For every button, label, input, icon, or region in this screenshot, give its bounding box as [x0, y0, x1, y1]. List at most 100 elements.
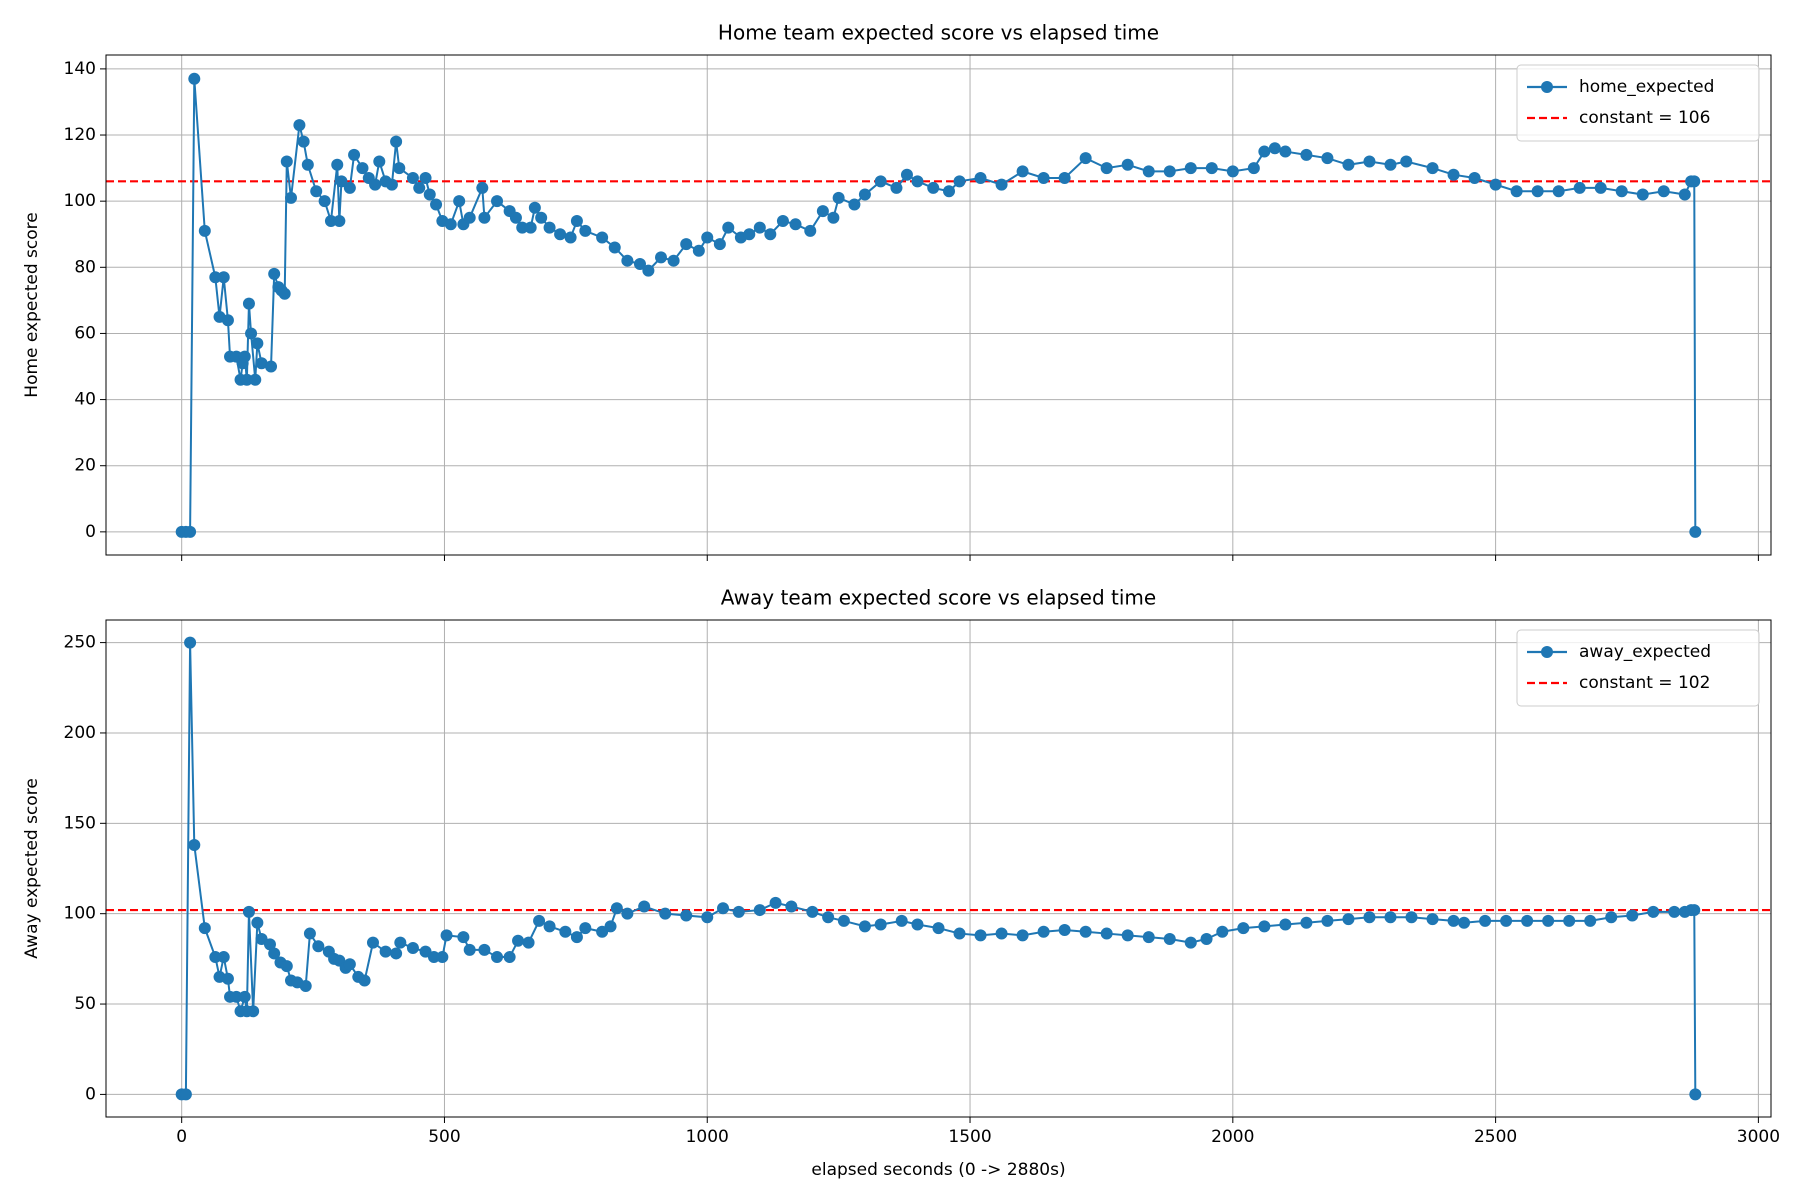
marker: [423, 188, 436, 201]
marker: [188, 72, 201, 85]
marker: [393, 162, 406, 175]
marker: [543, 221, 556, 234]
marker: [318, 195, 331, 208]
marker: [1016, 929, 1029, 942]
marker: [659, 907, 672, 920]
marker: [1363, 155, 1376, 168]
marker: [324, 215, 337, 228]
marker: [564, 231, 577, 244]
marker: [453, 195, 466, 208]
marker: [1458, 916, 1471, 929]
marker: [604, 920, 617, 933]
marker: [230, 990, 243, 1003]
marker: [512, 934, 525, 947]
marker: [655, 251, 667, 264]
marker: [837, 914, 850, 927]
marker: [1058, 172, 1071, 185]
marker: [608, 241, 621, 254]
marker: [1657, 185, 1670, 198]
marker: [1079, 152, 1092, 165]
marker: [293, 119, 306, 132]
marker: [419, 172, 432, 185]
marker: [1079, 925, 1092, 938]
marker: [1142, 931, 1155, 944]
marker: [198, 922, 211, 935]
y-tick-label: 40: [74, 390, 96, 410]
marker: [436, 951, 449, 964]
marker: [722, 221, 735, 234]
marker: [1500, 914, 1513, 927]
marker: [1226, 165, 1239, 178]
marker: [579, 922, 592, 935]
marker: [440, 929, 453, 942]
plot-area: [106, 72, 1771, 538]
marker: [953, 927, 966, 940]
marker: [570, 931, 583, 944]
marker: [280, 960, 293, 973]
marker: [268, 267, 281, 280]
marker: [785, 900, 798, 913]
marker: [385, 178, 398, 191]
marker: [911, 918, 924, 931]
legend-label: constant = 106: [1579, 108, 1710, 128]
y-tick-label: 0: [85, 1084, 96, 1104]
marker: [1268, 142, 1281, 155]
marker: [1058, 923, 1071, 936]
y-tick-label: 100: [64, 191, 96, 211]
marker: [503, 951, 516, 964]
x-tick-label: 0: [176, 1127, 187, 1147]
marker: [390, 135, 403, 148]
x-tick-label: 1500: [948, 1127, 991, 1147]
marker: [406, 172, 419, 185]
marker: [1300, 916, 1313, 929]
marker: [900, 168, 913, 181]
marker: [1668, 905, 1681, 918]
marker: [806, 905, 819, 918]
marker: [1184, 162, 1197, 175]
marker: [535, 211, 548, 224]
marker: [633, 257, 646, 270]
legend-label: constant = 102: [1579, 673, 1710, 693]
marker: [559, 925, 572, 938]
marker: [1237, 922, 1250, 935]
marker: [358, 974, 371, 987]
marker: [390, 947, 403, 960]
marker: [522, 936, 535, 949]
marker: [245, 327, 258, 340]
marker: [1647, 905, 1660, 918]
marker: [184, 525, 197, 538]
marker: [895, 914, 908, 927]
marker: [413, 181, 426, 194]
marker: [764, 228, 777, 241]
marker: [822, 911, 835, 924]
marker: [1163, 932, 1176, 945]
marker: [348, 148, 361, 161]
marker: [769, 896, 782, 909]
marker: [278, 287, 291, 300]
legend-label: away_expected: [1579, 642, 1711, 662]
axes-frame: [105, 619, 1772, 1118]
marker: [457, 931, 470, 944]
marker: [1626, 909, 1639, 922]
marker: [285, 191, 297, 204]
marker: [874, 175, 887, 188]
marker: [1037, 172, 1050, 185]
marker: [832, 191, 845, 204]
x-tick-label: 3000: [1737, 1127, 1780, 1147]
chart-title: Home team expected score vs elapsed time: [718, 21, 1159, 45]
marker: [251, 916, 264, 929]
marker: [255, 357, 268, 370]
marker: [1689, 525, 1702, 538]
marker: [858, 188, 871, 201]
marker: [1258, 920, 1271, 933]
marker: [1321, 152, 1334, 165]
y-tick-label: 0: [85, 522, 96, 542]
x-axis-label: elapsed seconds (0 -> 2880s): [811, 1160, 1065, 1180]
marker: [427, 951, 440, 964]
marker: [528, 201, 541, 214]
marker: [701, 231, 714, 244]
marker: [509, 211, 522, 224]
marker: [263, 938, 276, 951]
marker: [299, 979, 312, 992]
